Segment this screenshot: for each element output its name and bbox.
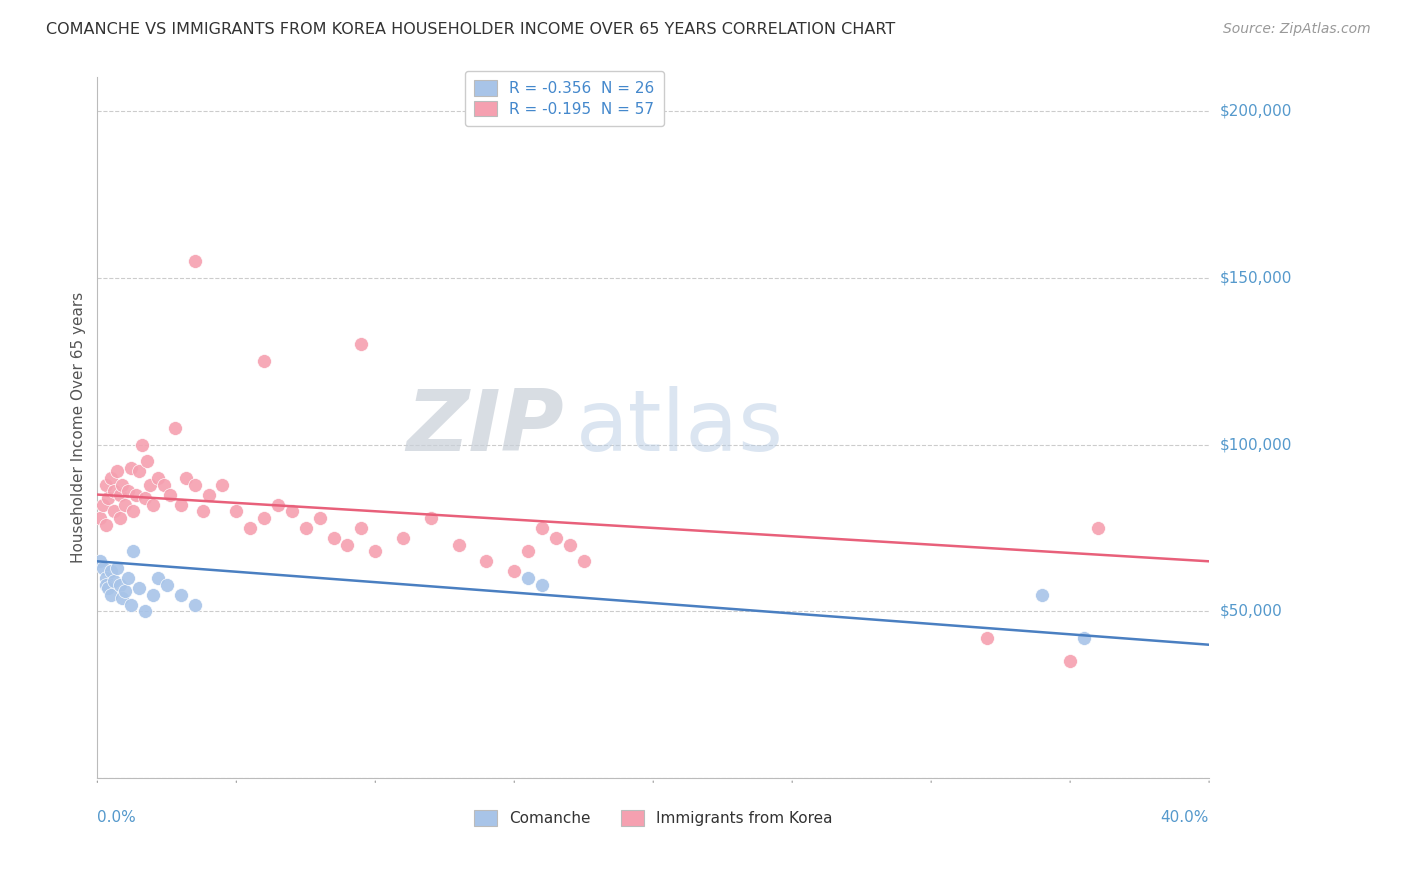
Point — [170, 588, 193, 602]
Point — [517, 571, 540, 585]
Point — [253, 354, 276, 368]
Text: $50,000: $50,000 — [1220, 604, 1282, 619]
Point — [211, 477, 233, 491]
Point — [419, 511, 441, 525]
Point — [558, 538, 581, 552]
Text: Source: ZipAtlas.com: Source: ZipAtlas.com — [1223, 22, 1371, 37]
Point — [148, 471, 170, 485]
Point — [108, 487, 131, 501]
Point — [134, 604, 156, 618]
Point — [136, 454, 159, 468]
Point — [156, 577, 179, 591]
Point — [91, 498, 114, 512]
Text: 0.0%: 0.0% — [97, 810, 136, 825]
Point — [572, 554, 595, 568]
Point — [447, 538, 470, 552]
Point — [350, 521, 373, 535]
Point — [122, 504, 145, 518]
Point — [294, 521, 316, 535]
Point — [103, 484, 125, 499]
Point — [174, 471, 197, 485]
Point — [94, 477, 117, 491]
Point — [281, 504, 304, 518]
Point — [197, 487, 219, 501]
Point — [350, 337, 373, 351]
Point — [503, 564, 526, 578]
Point — [94, 517, 117, 532]
Point — [120, 461, 142, 475]
Point — [120, 598, 142, 612]
Point — [108, 511, 131, 525]
Point — [531, 577, 554, 591]
Point — [170, 498, 193, 512]
Text: COMANCHE VS IMMIGRANTS FROM KOREA HOUSEHOLDER INCOME OVER 65 YEARS CORRELATION C: COMANCHE VS IMMIGRANTS FROM KOREA HOUSEH… — [46, 22, 896, 37]
Point — [134, 491, 156, 505]
Point — [183, 477, 205, 491]
Point — [114, 584, 136, 599]
Point — [475, 554, 498, 568]
Point — [139, 477, 162, 491]
Point — [122, 544, 145, 558]
Point — [111, 591, 134, 605]
Text: $150,000: $150,000 — [1220, 270, 1292, 285]
Point — [517, 544, 540, 558]
Point — [91, 561, 114, 575]
Point — [239, 521, 262, 535]
Point — [105, 561, 128, 575]
Point — [100, 588, 122, 602]
Point — [142, 498, 165, 512]
Point — [165, 421, 187, 435]
Point — [253, 511, 276, 525]
Point — [976, 631, 998, 645]
Point — [148, 571, 170, 585]
Point — [100, 471, 122, 485]
Point — [131, 437, 153, 451]
Point — [117, 571, 139, 585]
Point — [1031, 588, 1053, 602]
Point — [105, 464, 128, 478]
Point — [94, 577, 117, 591]
Point — [1087, 521, 1109, 535]
Point — [97, 581, 120, 595]
Text: $100,000: $100,000 — [1220, 437, 1292, 452]
Point — [114, 498, 136, 512]
Point — [225, 504, 247, 518]
Text: atlas: atlas — [575, 386, 783, 469]
Point — [142, 588, 165, 602]
Point — [267, 498, 290, 512]
Point — [103, 574, 125, 589]
Point — [364, 544, 387, 558]
Text: ZIP: ZIP — [406, 386, 564, 469]
Legend: Comanche, Immigrants from Korea: Comanche, Immigrants from Korea — [467, 803, 841, 834]
Text: 40.0%: 40.0% — [1161, 810, 1209, 825]
Text: $200,000: $200,000 — [1220, 103, 1292, 119]
Point — [97, 491, 120, 505]
Point — [1073, 631, 1095, 645]
Point — [128, 464, 150, 478]
Point — [336, 538, 359, 552]
Point — [100, 564, 122, 578]
Point — [159, 487, 181, 501]
Point — [183, 598, 205, 612]
Point — [117, 484, 139, 499]
Point — [153, 477, 176, 491]
Point — [108, 577, 131, 591]
Point — [322, 531, 344, 545]
Point — [89, 554, 111, 568]
Point — [392, 531, 415, 545]
Y-axis label: Householder Income Over 65 years: Householder Income Over 65 years — [72, 293, 86, 564]
Point — [531, 521, 554, 535]
Point — [308, 511, 330, 525]
Point — [544, 531, 567, 545]
Point — [103, 504, 125, 518]
Point — [128, 581, 150, 595]
Point — [1059, 655, 1081, 669]
Point — [125, 487, 148, 501]
Point — [111, 477, 134, 491]
Point — [89, 511, 111, 525]
Point — [183, 254, 205, 268]
Point — [191, 504, 214, 518]
Point — [94, 571, 117, 585]
